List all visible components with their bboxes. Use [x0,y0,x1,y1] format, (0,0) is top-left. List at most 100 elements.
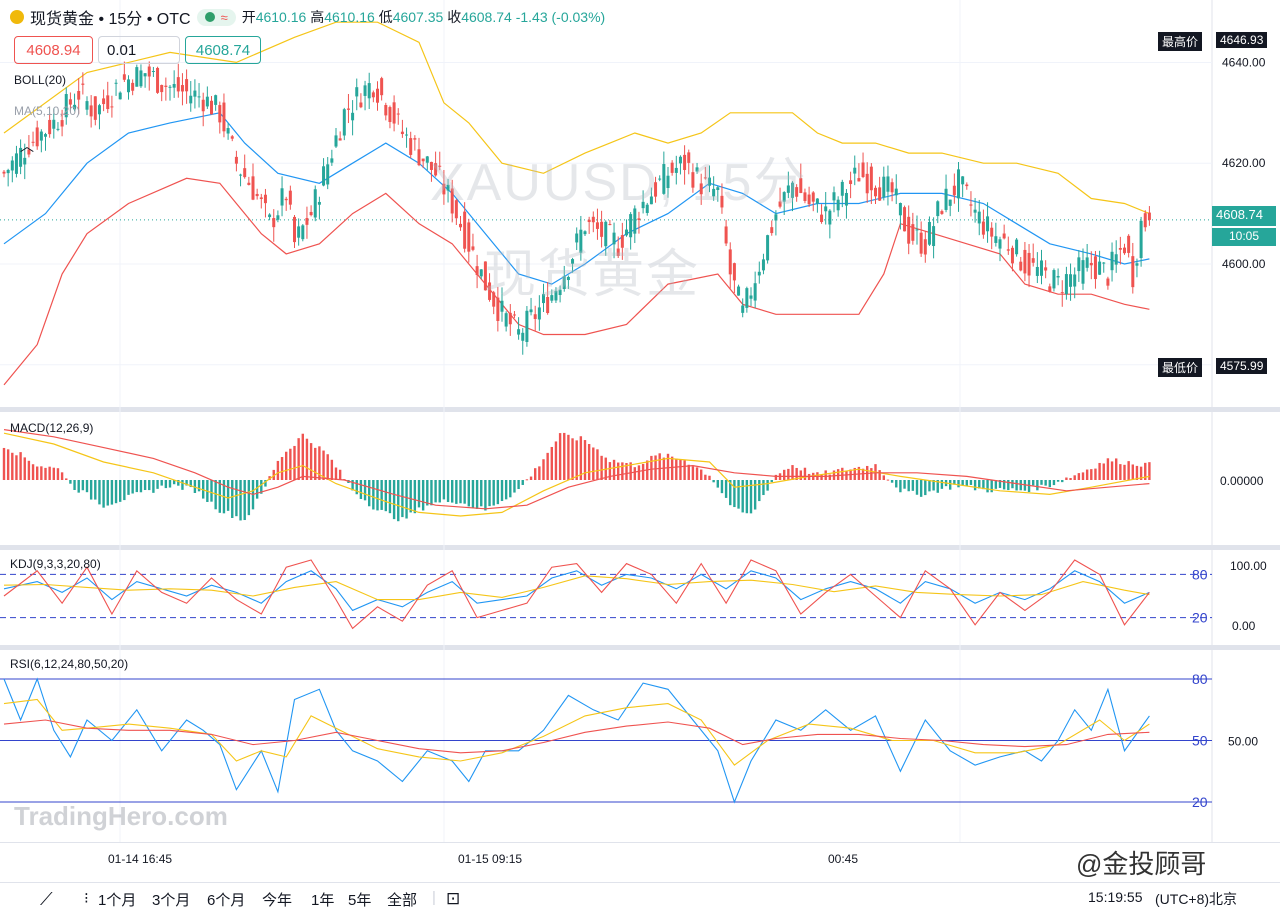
collapse-chevron-icon[interactable]: ︿ [20,138,34,154]
macd-histogram-bar [239,480,242,521]
range-5y[interactable]: 5年 [348,892,372,909]
macd-histogram-bar [953,480,956,485]
candle-body [247,182,251,185]
kdj-legend[interactable]: KDJ(9,3,3,20,80) [10,557,101,571]
rsi-legend[interactable]: RSI(6,12,24,80,50,20) [10,657,129,671]
candle-body [459,223,462,228]
symbol-title[interactable]: 现货黄金 • 15分 • OTC [30,11,191,28]
candle-body [1106,278,1110,286]
candle-body [932,226,936,247]
range-ytd[interactable]: 今年 [262,892,293,909]
brand-watermark: TradingHero.com [14,801,228,831]
macd-histogram-bar [500,480,504,502]
macd-histogram-bar [1073,475,1076,480]
timezone-button[interactable]: (UTC+8)北京 [1155,891,1238,907]
boll-legend[interactable]: BOLL(20) [14,73,67,87]
range-6m[interactable]: 6个月 [207,892,246,909]
macd-histogram-bar [567,434,570,480]
candle-body [981,221,985,235]
candle-body [255,193,259,197]
candle-body [180,85,184,92]
macd-legend[interactable]: MACD(12,26,9) [10,421,94,435]
macd-histogram-bar [662,457,666,480]
candle-body [919,232,923,254]
macd-histogram-bar [181,480,184,490]
candle-body [579,229,583,253]
macd-histogram-bar [1148,462,1151,480]
rsi-rsi24-line [3,719,1150,754]
market-status-pill[interactable]: ≈ [196,8,236,26]
macd-histogram-bar [612,459,616,480]
macd-histogram-bar [998,480,1002,488]
lowest-price-label: 最低价 [1158,358,1203,377]
macd-histogram-bar [658,453,661,480]
macd-histogram-bar [600,455,603,480]
macd-histogram-bar [160,480,163,486]
candle-body [1139,220,1143,259]
candle-body [542,294,545,304]
time-tick-label: 00:45 [828,852,858,866]
macd-histogram-bar [928,480,931,492]
candle-body [10,160,14,171]
macd-histogram-bar [861,468,865,480]
candle-body [558,289,562,295]
candle-body [807,194,811,205]
macd-histogram-bar [434,480,437,503]
candle-body [554,290,558,301]
macd-signal-line [3,429,1150,510]
macd-histogram-bar [961,480,964,486]
ma-legend[interactable]: MA(5,10,20) [14,104,81,118]
buy-price-button[interactable]: 4608.74 [185,36,261,64]
candle-body [297,226,301,238]
watermark-symbol: XAUUSD, 15分 [430,154,808,212]
goto-date-icon[interactable]: ⊡ [446,889,461,908]
quantity-input[interactable]: 0.01 [98,36,180,64]
bar-countdown: 10:05 [1212,228,1276,246]
candle-body [1048,286,1052,292]
candle-body [367,83,371,99]
chart-tool-icon[interactable]: ⟋ [40,889,53,909]
macd-histogram-bar [683,460,686,480]
candle-body [85,101,89,110]
macd-histogram-bar [1094,468,1097,480]
candle-body [122,74,126,80]
range-3m[interactable]: 3个月 [152,892,191,909]
macd-histogram-bar [878,470,881,480]
candle-body [496,297,500,321]
candle-body [185,79,189,92]
macd-histogram-bar [546,452,549,480]
candle-body [716,187,720,190]
sell-price-button[interactable]: 4608.94 [14,36,93,64]
candle-body [703,177,707,179]
candle-body [969,204,973,206]
candle-body [1098,261,1102,275]
candle-body [409,138,413,155]
candle-body [317,201,321,205]
candle-body [882,176,886,198]
candle-body [475,266,479,276]
candle-body [591,216,595,223]
candle-body [1135,263,1139,266]
candle-body [620,235,624,248]
macd-histogram-bar [724,480,728,498]
macd-histogram-bar [413,480,417,514]
candle-body [907,216,911,244]
candle-body [1093,256,1097,280]
candle-body [525,310,529,342]
macd-histogram-bar [492,480,495,506]
macd-histogram-bar [1135,465,1139,480]
macd-histogram-bar [1085,469,1089,480]
candle-body [380,78,384,96]
candle-body [189,95,193,104]
candle-body [521,332,525,341]
range-all[interactable]: 全部 [387,892,418,909]
range-1m[interactable]: 1个月 [98,892,137,909]
candle-body [865,173,869,194]
kdj-k-line [3,570,1150,612]
candle-body [874,187,877,197]
macd-histogram-bar [264,480,267,487]
macd-histogram-bar [359,480,363,499]
macd-histogram-bar [534,468,537,480]
range-1y[interactable]: 1年 [311,892,335,909]
